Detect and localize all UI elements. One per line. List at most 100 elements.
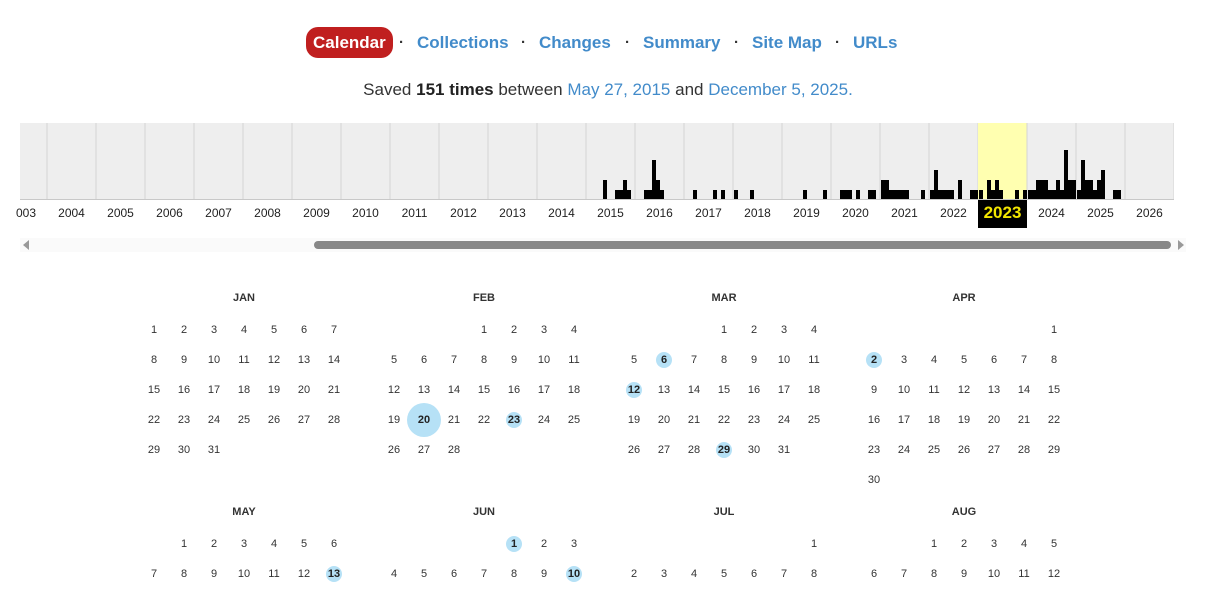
capture-bar[interactable]	[881, 180, 885, 200]
calendar-day-captured[interactable]: 1	[499, 529, 529, 559]
capture-bar[interactable]	[693, 190, 697, 200]
capture-bar[interactable]	[1113, 190, 1117, 200]
year-label[interactable]: 2015	[597, 206, 624, 220]
capture-bar[interactable]	[1072, 180, 1076, 200]
capture-bar[interactable]	[734, 190, 738, 200]
capture-bar[interactable]	[660, 190, 664, 200]
capture-bar[interactable]	[974, 190, 978, 200]
scroll-right-arrow-icon[interactable]	[1178, 240, 1184, 250]
capture-bar[interactable]	[656, 180, 660, 200]
capture-bar[interactable]	[872, 190, 876, 200]
capture-bar[interactable]	[889, 190, 893, 200]
nav-sitemap-link[interactable]: Site Map	[752, 33, 822, 52]
capture-bar[interactable]	[721, 190, 725, 200]
capture-bar[interactable]	[644, 190, 648, 200]
year-label[interactable]: 2008	[254, 206, 281, 220]
calendar-day-captured[interactable]: 12	[619, 375, 649, 405]
capture-bar[interactable]	[648, 190, 652, 200]
calendar-day-captured[interactable]: 2	[859, 345, 889, 375]
scroll-left-arrow-icon[interactable]	[23, 240, 29, 250]
calendar-day-captured[interactable]: 20	[407, 403, 441, 437]
capture-bar[interactable]	[1089, 180, 1093, 200]
capture-bar[interactable]	[1032, 190, 1036, 200]
year-label[interactable]: 2024	[1038, 206, 1065, 220]
capture-bar[interactable]	[713, 190, 717, 200]
capture-bar[interactable]	[652, 160, 656, 200]
year-label[interactable]: 2013	[499, 206, 526, 220]
year-label[interactable]: 2004	[58, 206, 85, 220]
capture-bar[interactable]	[1064, 150, 1068, 200]
capture-bar[interactable]	[856, 190, 860, 200]
year-label[interactable]: 2026	[1136, 206, 1163, 220]
capture-bar[interactable]	[603, 180, 607, 200]
capture-bar[interactable]	[893, 190, 897, 200]
capture-bar[interactable]	[1036, 180, 1040, 200]
calendar-day-captured[interactable]: 29	[709, 435, 739, 465]
capture-bar[interactable]	[840, 190, 844, 200]
year-label[interactable]: 2005	[107, 206, 134, 220]
capture-bar[interactable]	[1023, 190, 1027, 200]
year-label[interactable]: 2020	[842, 206, 869, 220]
calendar-day-captured[interactable]: 23	[499, 405, 529, 435]
year-label[interactable]: 2010	[352, 206, 379, 220]
capture-bar[interactable]	[823, 190, 827, 200]
capture-bar[interactable]	[987, 180, 991, 200]
capture-bar[interactable]	[1044, 180, 1048, 200]
nav-calendar-tab[interactable]: Calendar	[306, 27, 393, 58]
year-label[interactable]: 2018	[744, 206, 771, 220]
capture-bar[interactable]	[1040, 180, 1044, 200]
capture-bar[interactable]	[905, 190, 909, 200]
year-label[interactable]: 2007	[205, 206, 232, 220]
capture-bar[interactable]	[1077, 190, 1081, 200]
capture-bar[interactable]	[623, 180, 627, 200]
capture-bar[interactable]	[938, 190, 942, 200]
capture-bar[interactable]	[627, 190, 631, 200]
year-label[interactable]: 2006	[156, 206, 183, 220]
year-label[interactable]: 2021	[891, 206, 918, 220]
capture-bar[interactable]	[1060, 190, 1064, 200]
capture-bar[interactable]	[946, 190, 950, 200]
capture-bar[interactable]	[979, 190, 983, 200]
capture-bar[interactable]	[1097, 180, 1101, 200]
capture-bar[interactable]	[934, 170, 938, 200]
capture-bar[interactable]	[803, 190, 807, 200]
capture-bar[interactable]	[1101, 170, 1105, 200]
year-label[interactable]: 2009	[303, 206, 330, 220]
capture-bar[interactable]	[930, 190, 934, 200]
calendar-day-captured[interactable]: 10	[559, 559, 589, 589]
nav-summary-link[interactable]: Summary	[643, 33, 721, 52]
capture-bar[interactable]	[901, 190, 905, 200]
capture-bar[interactable]	[991, 190, 995, 200]
capture-bar[interactable]	[999, 190, 1003, 200]
scroll-thumb[interactable]	[314, 241, 1171, 249]
year-label[interactable]: 2011	[401, 206, 428, 220]
capture-bar[interactable]	[1068, 180, 1072, 200]
capture-bar[interactable]	[970, 190, 974, 200]
capture-bar[interactable]	[750, 190, 754, 200]
year-label[interactable]: 2014	[548, 206, 575, 220]
capture-bar[interactable]	[885, 180, 889, 200]
calendar-day-captured[interactable]: 6	[649, 345, 679, 375]
year-label[interactable]: 2016	[646, 206, 673, 220]
capture-bar[interactable]	[897, 190, 901, 200]
year-label[interactable]: 2017	[695, 206, 722, 220]
capture-bar[interactable]	[848, 190, 852, 200]
capture-bar[interactable]	[1081, 160, 1085, 200]
capture-bar[interactable]	[1056, 180, 1060, 200]
capture-bar[interactable]	[1015, 190, 1019, 200]
capture-bar[interactable]	[1093, 190, 1097, 200]
year-label[interactable]: 2019	[793, 206, 820, 220]
capture-sparkline[interactable]	[20, 123, 1174, 200]
capture-bar[interactable]	[942, 190, 946, 200]
capture-bar[interactable]	[1085, 180, 1089, 200]
capture-bar[interactable]	[1048, 190, 1052, 200]
year-label[interactable]: 2012	[450, 206, 477, 220]
last-capture-link[interactable]: December 5, 2025	[708, 80, 849, 99]
capture-bar[interactable]	[950, 190, 954, 200]
capture-bar[interactable]	[1028, 190, 1032, 200]
nav-urls-link[interactable]: URLs	[853, 33, 898, 52]
nav-changes-link[interactable]: Changes	[539, 33, 611, 52]
capture-bar[interactable]	[1117, 190, 1121, 200]
capture-bar[interactable]	[844, 190, 848, 200]
year-label[interactable]: 003	[15, 206, 36, 220]
